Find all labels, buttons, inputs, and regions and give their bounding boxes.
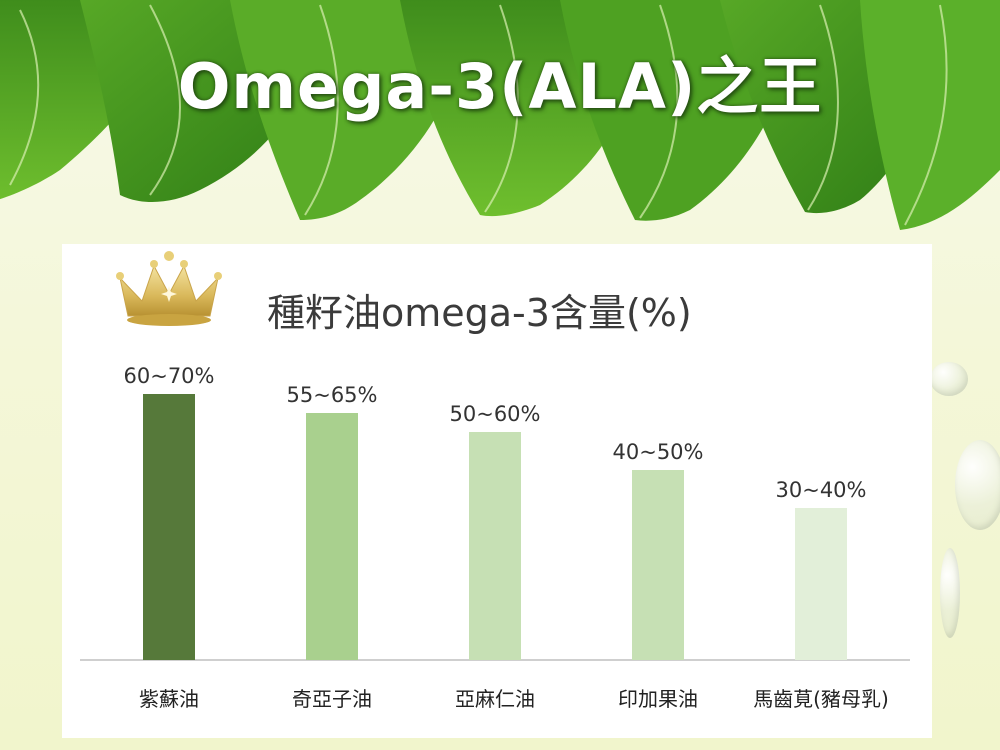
page-title: Omega-3(ALA)之王 (177, 50, 823, 123)
data-label: 30~40% (776, 478, 867, 502)
bar (143, 394, 195, 660)
bar (632, 470, 684, 660)
chart-panel: 種籽油omega-3含量(%) 60~70% 紫蘇油 55~65% 奇亞子油 50~60… (62, 244, 932, 738)
water-drop (955, 440, 1000, 530)
water-drop (940, 548, 960, 638)
x-tick-label: 印加果油 (618, 687, 698, 711)
data-label: 55~65% (287, 383, 378, 407)
data-label: 40~50% (613, 440, 704, 464)
data-label: 50~60% (450, 402, 541, 426)
bar (469, 432, 521, 660)
bar (306, 413, 358, 660)
water-drop (930, 362, 968, 396)
chart-title: 種籽油omega-3含量(%) (267, 291, 692, 335)
bar (795, 508, 847, 660)
bar-chart: 60~70% 紫蘇油 55~65% 奇亞子油 50~60% 亞麻仁油 40~50% 印加果油 3… (80, 364, 910, 711)
x-tick-label: 紫蘇油 (139, 687, 199, 711)
crown-icon (116, 251, 222, 326)
x-tick-label: 亞麻仁油 (455, 687, 535, 711)
x-tick-label: 馬齒莧(豬母乳) (753, 687, 889, 711)
leaf-decoration-icon (0, 0, 1000, 230)
x-tick-label: 奇亞子油 (292, 687, 372, 711)
data-label: 60~70% (124, 364, 215, 388)
